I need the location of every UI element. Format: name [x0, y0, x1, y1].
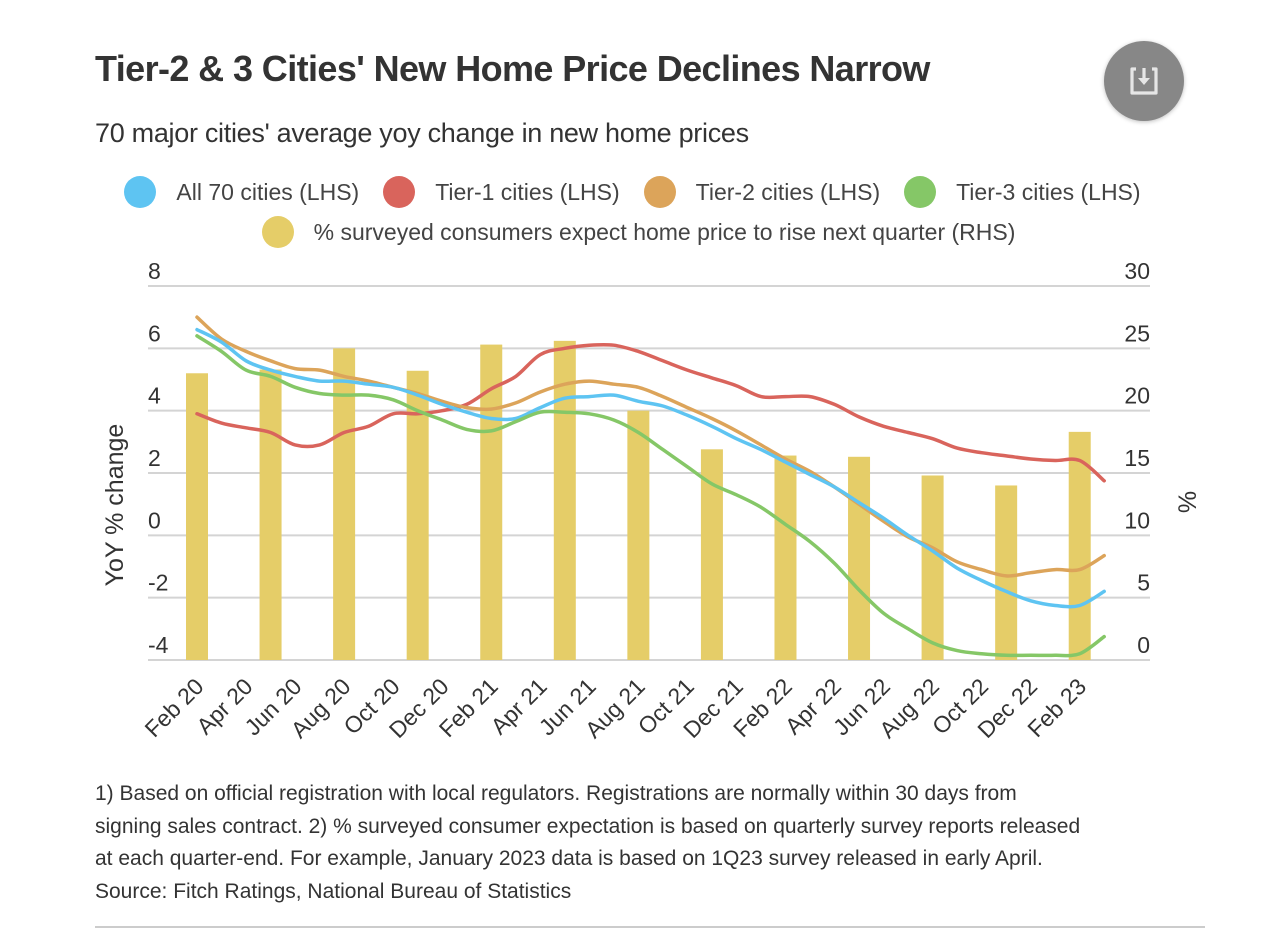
- legend-dot-icon: [124, 176, 157, 208]
- bar-series: [186, 340, 1091, 660]
- chart-legend: All 70 cities (LHS) Tier-1 cities (LHS) …: [0, 172, 1277, 252]
- y-tick-label-left: 6: [148, 320, 161, 346]
- line-tier-3-cities-lhs: [195, 334, 1106, 658]
- legend-dot-icon: [383, 176, 416, 208]
- footnote-line: 1) Based on official registration with l…: [95, 782, 1017, 805]
- y-tick-label-left: -4: [148, 632, 169, 658]
- y-tick-label-right: 10: [1124, 507, 1150, 533]
- bar: [480, 344, 503, 660]
- legend-dot-icon: [261, 216, 294, 248]
- y-tick-label-right: 15: [1124, 445, 1150, 471]
- bar: [774, 455, 797, 660]
- x-tick-label: Feb 20: [140, 673, 209, 742]
- legend-dot-icon: [643, 176, 676, 208]
- chart-subtitle: 70 major cities' average yoy change in n…: [95, 118, 749, 148]
- line-all-70-cities-lhs: [195, 327, 1106, 609]
- legend-item-tier-3-cities[interactable]: Tier-3 cities (LHS): [904, 176, 1141, 208]
- legend-label: All 70 cities (LHS): [176, 178, 360, 205]
- footnote: 1) Based on official registration with l…: [95, 778, 1205, 908]
- footnote-line: at each quarter-end. For example, Januar…: [95, 847, 1043, 870]
- y-tick-label-left: -2: [148, 570, 168, 596]
- legend-row: All 70 cities (LHS) Tier-1 cities (LHS) …: [0, 172, 1277, 212]
- y-tick-label-right: 5: [1137, 570, 1150, 596]
- y-tick-label-left: 0: [148, 507, 161, 533]
- y-tick-label-left: 8: [148, 258, 161, 284]
- legend-item-tier-2-cities[interactable]: Tier-2 cities (LHS): [643, 176, 881, 208]
- y-axis-right-title: %: [1174, 491, 1202, 513]
- legend-label: Tier-1 cities (LHS): [435, 178, 620, 205]
- bar: [848, 456, 871, 660]
- bar: [553, 340, 576, 660]
- legend-dot-icon: [904, 176, 937, 208]
- download-icon: [1130, 67, 1158, 95]
- y-tick-label-right: 20: [1124, 383, 1150, 409]
- legend-label: % surveyed consumers expect home price t…: [313, 218, 1016, 245]
- y-tick-label-right: 25: [1124, 320, 1150, 346]
- y-axis-left-title: YoY % change: [101, 424, 129, 587]
- chart-title: Tier-2 & 3 Cities' New Home Price Declin…: [95, 48, 930, 89]
- legend-item-all-70-cities[interactable]: All 70 cities (LHS): [124, 176, 359, 208]
- footnote-line: signing sales contract. 2) % surveyed co…: [95, 814, 1081, 838]
- y-axis-left-ticks: 8 6 4 2 0 -2 -4: [148, 258, 169, 658]
- bar: [333, 348, 356, 660]
- bar: [700, 449, 723, 660]
- legend-item-tier-1-cities[interactable]: Tier-1 cities (LHS): [383, 176, 620, 208]
- bar: [259, 369, 282, 660]
- line-series: [195, 315, 1106, 658]
- y-tick-label-left: 2: [148, 445, 161, 471]
- y-tick-label-right: 30: [1124, 258, 1150, 284]
- line-tier-1-cities-lhs: [195, 342, 1106, 483]
- line-tier-2-cities-lhs: [195, 315, 1106, 578]
- divider: [95, 926, 1205, 928]
- y-axis-right-ticks: 30 25 20 15 10 5 0: [1124, 258, 1150, 658]
- bar: [995, 485, 1018, 660]
- legend-label: Tier-2 cities (LHS): [695, 178, 881, 205]
- y-tick-label-right: 0: [1137, 632, 1150, 658]
- legend-label: Tier-3 cities (LHS): [956, 178, 1141, 205]
- footnote-source: Source: Fitch Ratings, National Bureau o…: [95, 879, 572, 903]
- bar: [406, 370, 429, 660]
- bar: [627, 410, 650, 660]
- legend-row: % surveyed consumers expect home price t…: [0, 212, 1277, 252]
- bar: [186, 373, 208, 660]
- download-button[interactable]: [1104, 41, 1184, 121]
- y-tick-label-left: 4: [148, 383, 161, 409]
- bar: [921, 475, 944, 660]
- legend-item-consumer-expectation[interactable]: % surveyed consumers expect home price t…: [261, 216, 1016, 248]
